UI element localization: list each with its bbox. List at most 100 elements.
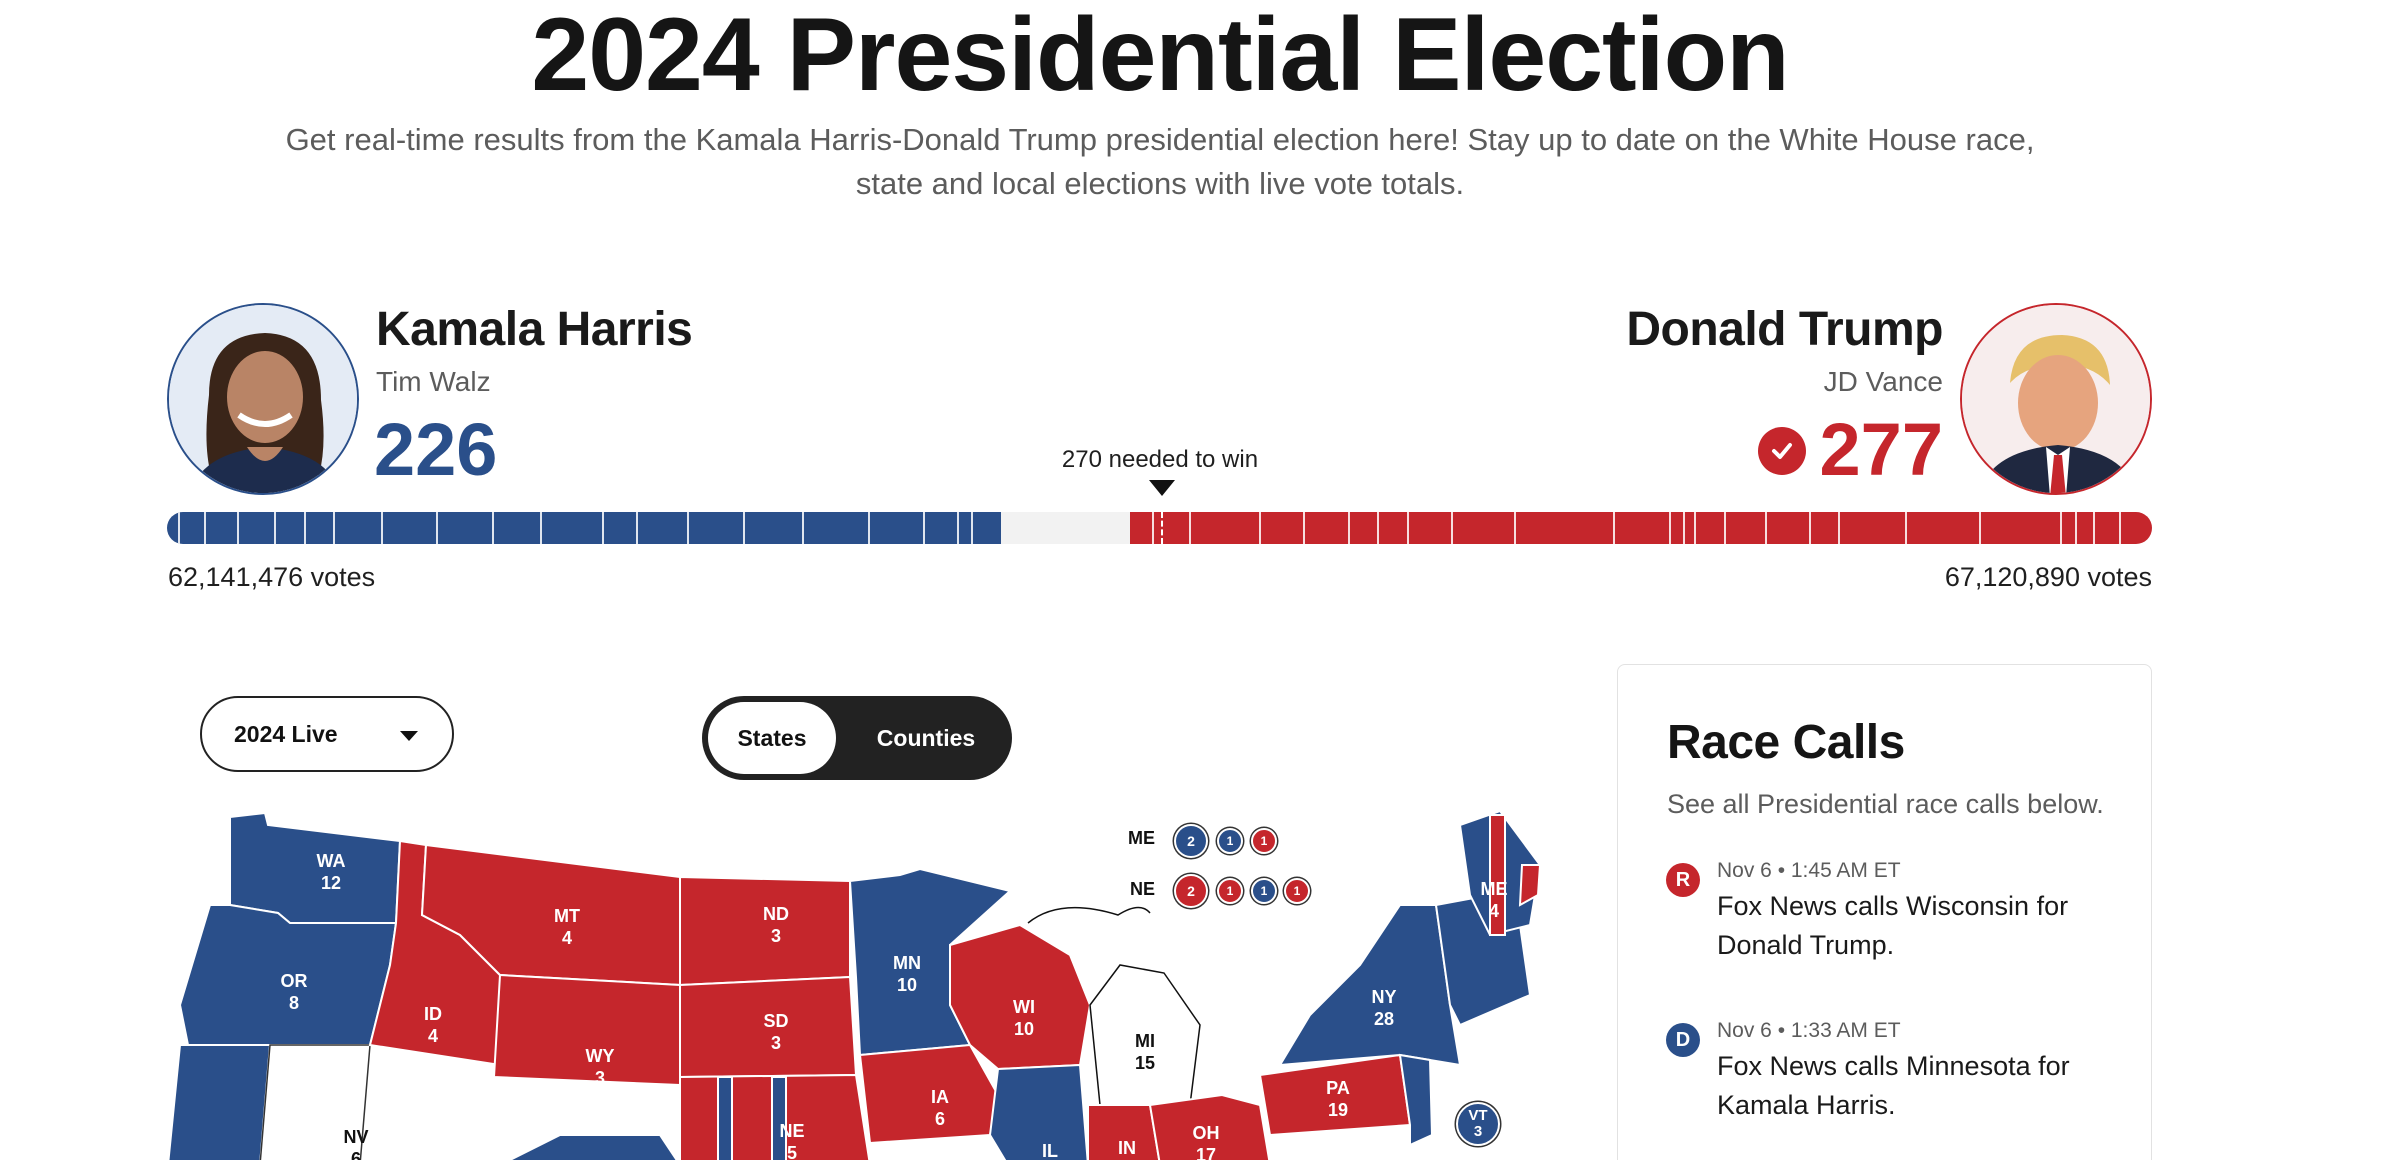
harris-avatar bbox=[167, 303, 359, 495]
bar-state-divider bbox=[1152, 512, 1155, 544]
label-ny: NY bbox=[1371, 987, 1396, 1007]
label-ne: NE bbox=[779, 1121, 804, 1141]
bar-state-divider bbox=[1694, 512, 1697, 544]
electoral-vote-bar bbox=[167, 512, 2152, 544]
race-call-time: Nov 6 • 1:45 AM ET bbox=[1717, 859, 1901, 882]
ne-district-2[interactable]: 1 bbox=[1251, 878, 1277, 904]
svg-text:17: 17 bbox=[1196, 1145, 1216, 1160]
race-calls-panel: Race Calls See all Presidential race cal… bbox=[1617, 664, 2152, 1160]
democrat-badge: D bbox=[1666, 1023, 1700, 1057]
bar-state-divider bbox=[2074, 512, 2077, 544]
label-mn: MN bbox=[893, 953, 921, 973]
svg-text:4: 4 bbox=[562, 928, 572, 948]
svg-text:4: 4 bbox=[1489, 901, 1499, 921]
vt-state-circle[interactable]: VT 3 bbox=[1456, 1102, 1500, 1146]
harris-running-mate: Tim Walz bbox=[376, 366, 491, 397]
me-district-2[interactable]: 1 bbox=[1251, 828, 1277, 854]
race-calls-subtitle: See all Presidential race calls below. bbox=[1667, 789, 2104, 819]
label-in: IN bbox=[1118, 1138, 1136, 1158]
svg-text:19: 19 bbox=[1328, 1100, 1348, 1120]
race-calls-title: Race Calls bbox=[1667, 716, 1905, 769]
svg-text:5: 5 bbox=[787, 1143, 797, 1160]
bar-state-divider bbox=[380, 512, 383, 544]
toggle-counties[interactable]: Counties bbox=[876, 724, 976, 751]
trump-popular-votes: 67,120,890 votes bbox=[1944, 562, 2152, 592]
race-call-text: Fox News calls Minnesota for Kamala Harr… bbox=[1717, 1051, 2070, 1120]
bar-state-divider bbox=[1808, 512, 1811, 544]
state-ia bbox=[858, 1043, 1000, 1145]
svg-text:12: 12 bbox=[321, 873, 341, 893]
ne-district-at-large[interactable]: 2 bbox=[1174, 874, 1208, 908]
winner-check-icon bbox=[1758, 427, 1806, 475]
toggle-states[interactable]: States bbox=[708, 702, 836, 774]
state-wy bbox=[492, 973, 681, 1087]
chevron-down-icon bbox=[400, 731, 418, 741]
vt-label: VT bbox=[1468, 1107, 1488, 1124]
label-sd: SD bbox=[763, 1011, 788, 1031]
state-ca bbox=[167, 1044, 272, 1160]
bar-state-divider bbox=[303, 512, 306, 544]
ne-district-1[interactable]: 1 bbox=[1217, 878, 1243, 904]
svg-text:10: 10 bbox=[1014, 1019, 1034, 1039]
harris-popular-votes: 62,141,476 votes bbox=[168, 562, 376, 592]
state-nj bbox=[1398, 1053, 1434, 1147]
svg-text:8: 8 bbox=[289, 993, 299, 1013]
bar-state-divider bbox=[923, 512, 926, 544]
bar-state-divider bbox=[436, 512, 439, 544]
ne-district-3[interactable]: 1 bbox=[1284, 878, 1310, 904]
view-toggle[interactable]: States Counties bbox=[702, 696, 1012, 780]
bar-state-divider bbox=[1668, 512, 1671, 544]
needed-marker-icon bbox=[1149, 480, 1175, 496]
bar-state-divider bbox=[1377, 512, 1380, 544]
bar-state-divider bbox=[2118, 512, 2121, 544]
bar-state-divider bbox=[1724, 512, 1726, 544]
bar-state-divider bbox=[2059, 512, 2062, 544]
me-district-1[interactable]: 1 bbox=[1217, 828, 1243, 854]
needed-to-win-label: 270 needed to win bbox=[1061, 446, 1259, 473]
race-call-time: Nov 6 • 1:33 AM ET bbox=[1717, 1019, 1901, 1042]
label-pa: PA bbox=[1326, 1078, 1350, 1098]
bar-state-divider bbox=[539, 512, 542, 544]
trump-avatar bbox=[1960, 303, 2152, 495]
label-ia: IA bbox=[931, 1087, 949, 1107]
bar-state-divider bbox=[1764, 512, 1767, 544]
bar-state-divider bbox=[1683, 512, 1686, 544]
trump-electoral-votes: 277 bbox=[1819, 408, 1943, 491]
bar-state-divider bbox=[1347, 512, 1350, 544]
trump-running-mate: JD Vance bbox=[1823, 366, 1943, 397]
state-oh bbox=[1148, 1093, 1271, 1160]
bar-state-divider bbox=[1189, 512, 1192, 544]
bar-state-divider bbox=[1303, 512, 1306, 544]
label-mt: MT bbox=[554, 906, 580, 926]
svg-text:3: 3 bbox=[595, 1068, 605, 1088]
label-id: ID bbox=[424, 1004, 442, 1024]
svg-text:3: 3 bbox=[771, 926, 781, 946]
harris-electoral-votes: 226 bbox=[374, 408, 498, 491]
harris-bar-segment bbox=[167, 512, 1001, 544]
bar-state-divider bbox=[602, 512, 605, 544]
state-wa bbox=[229, 811, 402, 924]
page-title: 2024 Presidential Election bbox=[531, 0, 1789, 113]
label-oh: OH bbox=[1193, 1123, 1220, 1143]
page-subtitle: Get real-time results from the Kamala Ha… bbox=[285, 122, 2035, 201]
bar-state-divider bbox=[1838, 512, 1841, 544]
bar-state-divider bbox=[956, 512, 959, 544]
label-il: IL bbox=[1042, 1141, 1058, 1160]
year-select-value: 2024 Live bbox=[234, 720, 338, 747]
state-co bbox=[507, 1134, 678, 1160]
svg-text:6: 6 bbox=[935, 1109, 945, 1129]
ne-districts-label: NE bbox=[1130, 879, 1156, 899]
year-select[interactable]: 2024 Live bbox=[200, 696, 454, 772]
svg-text:15: 15 bbox=[1135, 1053, 1155, 1073]
svg-text:3: 3 bbox=[771, 1033, 781, 1053]
label-wy: WY bbox=[586, 1046, 615, 1066]
bar-state-divider bbox=[635, 512, 638, 544]
bar-state-divider bbox=[273, 512, 276, 544]
me-district-at-large[interactable]: 2 bbox=[1174, 824, 1208, 858]
bar-state-divider bbox=[1259, 512, 1262, 544]
race-call-text: Fox News calls Wisconsin for Donald Trum… bbox=[1717, 891, 2069, 960]
bar-state-divider bbox=[203, 512, 206, 544]
bar-state-divider bbox=[1513, 512, 1516, 544]
state-il bbox=[988, 1063, 1089, 1160]
bar-state-divider bbox=[687, 512, 690, 544]
